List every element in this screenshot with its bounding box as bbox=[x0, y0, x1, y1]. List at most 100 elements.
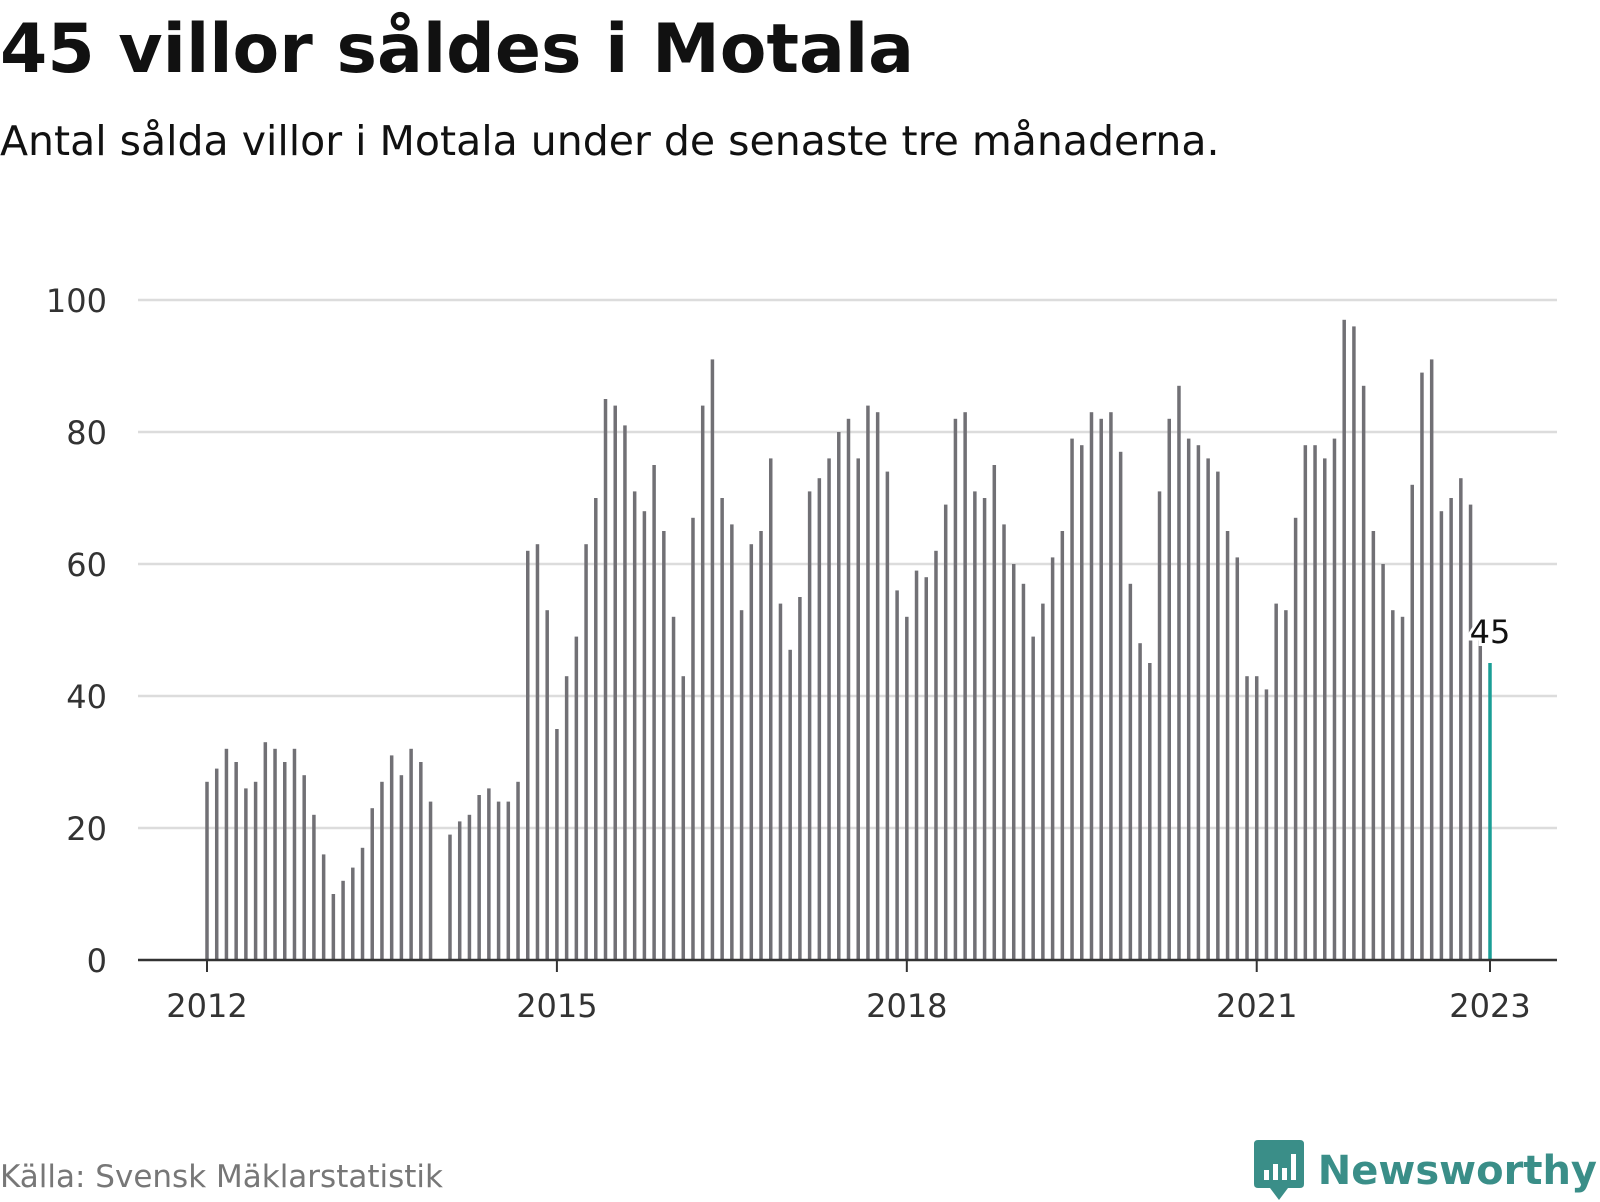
x-tick-label: 2015 bbox=[516, 987, 597, 1025]
bar bbox=[759, 531, 763, 960]
bar bbox=[1332, 438, 1337, 961]
bar bbox=[778, 603, 783, 960]
bar bbox=[1080, 445, 1084, 960]
chart-title: 45 villor såldes i Motala bbox=[0, 10, 915, 89]
bar bbox=[1313, 445, 1317, 960]
bar bbox=[1216, 471, 1220, 960]
bar bbox=[1177, 385, 1181, 960]
bar bbox=[1099, 418, 1103, 960]
bar bbox=[623, 425, 627, 960]
bar bbox=[516, 781, 520, 960]
bar bbox=[1420, 372, 1424, 961]
bar bbox=[739, 610, 744, 960]
bar bbox=[370, 808, 374, 960]
bar bbox=[351, 867, 355, 960]
bar bbox=[700, 405, 705, 961]
bar bbox=[1002, 524, 1006, 960]
bar bbox=[1478, 636, 1483, 960]
bar bbox=[594, 498, 598, 960]
bar bbox=[1371, 531, 1376, 960]
bar bbox=[1148, 663, 1152, 960]
bar bbox=[1293, 517, 1298, 960]
bar bbox=[564, 676, 569, 960]
bar bbox=[312, 814, 316, 960]
bar bbox=[749, 544, 754, 960]
y-tick-label: 80 bbox=[66, 414, 107, 452]
bar bbox=[214, 768, 219, 960]
brand-logo: Newsworthy bbox=[1253, 1140, 1597, 1202]
icon-bar-4 bbox=[1290, 1154, 1296, 1180]
bar bbox=[1284, 610, 1288, 960]
bar-chart: 0 20 40 60 80 100 2012 2015 2018 2021 2023 45 bbox=[46, 282, 1557, 1025]
bar bbox=[662, 531, 666, 960]
x-axis bbox=[138, 958, 1557, 972]
y-tick-label: 40 bbox=[66, 678, 107, 716]
bar bbox=[224, 748, 229, 960]
x-tick-label: 2023 bbox=[1449, 987, 1530, 1025]
bar bbox=[1089, 412, 1094, 960]
speech-bubble-shape bbox=[1253, 1140, 1304, 1200]
bar bbox=[399, 775, 404, 960]
bar bbox=[934, 550, 938, 960]
bar bbox=[263, 742, 268, 960]
bar bbox=[457, 821, 462, 960]
bar bbox=[205, 781, 209, 960]
bar bbox=[1196, 445, 1201, 960]
bar bbox=[1400, 616, 1405, 960]
bar bbox=[1138, 643, 1142, 960]
bar bbox=[535, 544, 540, 960]
icon-bar-2 bbox=[1272, 1164, 1278, 1180]
bar bbox=[1128, 583, 1133, 960]
bar bbox=[477, 795, 481, 960]
bar bbox=[1303, 445, 1308, 960]
bar bbox=[555, 729, 559, 960]
bar bbox=[691, 517, 695, 960]
bar bbox=[1391, 610, 1395, 960]
bar bbox=[1459, 478, 1463, 960]
bar bbox=[273, 748, 277, 960]
y-tick-label: 100 bbox=[46, 282, 107, 320]
bars bbox=[205, 319, 1492, 961]
bar bbox=[632, 491, 637, 960]
bar bbox=[1186, 438, 1191, 961]
bar bbox=[545, 610, 549, 960]
bar bbox=[1449, 498, 1453, 960]
bar bbox=[1352, 326, 1356, 960]
chart-subtitle: Antal sålda villor i Motala under de sen… bbox=[0, 117, 1220, 165]
bar bbox=[885, 471, 890, 960]
bar bbox=[973, 491, 977, 960]
bar bbox=[448, 834, 452, 960]
bar bbox=[1225, 531, 1230, 960]
bar bbox=[419, 762, 423, 960]
bar-highlight bbox=[1488, 663, 1492, 960]
bar bbox=[730, 524, 734, 960]
x-tick-label: 2012 bbox=[166, 987, 247, 1025]
bar bbox=[496, 801, 501, 960]
bar bbox=[283, 762, 287, 960]
bar bbox=[837, 432, 841, 960]
bar bbox=[1439, 511, 1444, 960]
x-tick-label: 2018 bbox=[866, 987, 947, 1025]
bar bbox=[856, 458, 860, 960]
bar bbox=[428, 801, 433, 960]
bar bbox=[1206, 458, 1210, 960]
icon-bar-1 bbox=[1263, 1170, 1269, 1180]
bar bbox=[1410, 484, 1414, 960]
bar bbox=[807, 491, 812, 960]
x-axis-tick-labels: 2012 2015 2018 2021 2023 bbox=[166, 987, 1530, 1025]
bar bbox=[875, 412, 880, 960]
bar bbox=[671, 616, 676, 960]
bar bbox=[574, 636, 579, 960]
bar bbox=[1050, 557, 1055, 960]
bar bbox=[1274, 603, 1278, 960]
bar bbox=[341, 880, 345, 960]
highlight-value-label: 45 bbox=[1470, 613, 1511, 651]
y-tick-label: 20 bbox=[66, 810, 107, 848]
bar bbox=[1342, 319, 1346, 960]
annotations: 45 bbox=[1467, 610, 1514, 654]
source-note: Källa: Svensk Mäklarstatistik bbox=[0, 1159, 443, 1195]
bar bbox=[982, 498, 987, 960]
bar bbox=[992, 465, 997, 960]
bar bbox=[1011, 564, 1016, 960]
bar bbox=[1109, 412, 1113, 960]
